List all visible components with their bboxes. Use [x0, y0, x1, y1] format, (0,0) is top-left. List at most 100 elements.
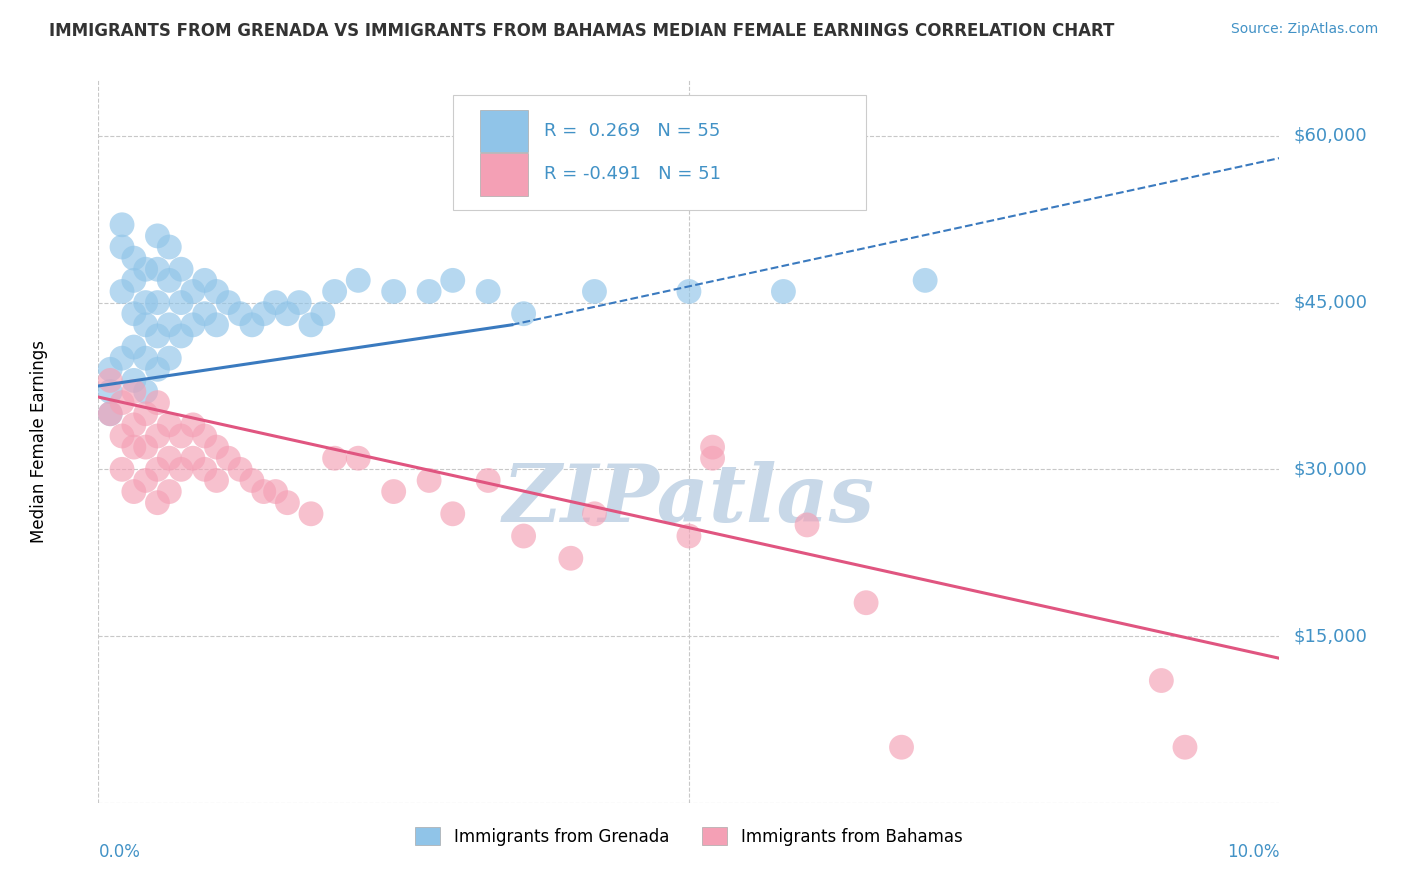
Point: [288, 295, 311, 310]
Point: [276, 496, 298, 510]
Point: [146, 462, 169, 476]
Point: [382, 484, 405, 499]
Point: [111, 462, 134, 476]
Point: [122, 384, 145, 399]
Point: [181, 417, 204, 432]
Point: [441, 507, 464, 521]
Point: [122, 440, 145, 454]
Point: [477, 474, 499, 488]
Point: [264, 484, 287, 499]
Point: [240, 318, 263, 332]
Point: [702, 440, 724, 454]
Point: [181, 318, 204, 332]
Point: [299, 318, 322, 332]
FancyBboxPatch shape: [479, 153, 529, 195]
Point: [240, 474, 263, 488]
Point: [135, 407, 157, 421]
Point: [98, 362, 121, 376]
Point: [678, 529, 700, 543]
Point: [229, 307, 252, 321]
Text: $15,000: $15,000: [1294, 627, 1368, 645]
Legend: Immigrants from Grenada, Immigrants from Bahamas: Immigrants from Grenada, Immigrants from…: [409, 821, 969, 852]
Point: [702, 451, 724, 466]
Point: [441, 273, 464, 287]
Point: [157, 318, 180, 332]
Point: [157, 351, 180, 366]
Point: [135, 474, 157, 488]
Point: [122, 417, 145, 432]
Text: 10.0%: 10.0%: [1227, 843, 1279, 861]
Point: [205, 474, 228, 488]
Point: [205, 318, 228, 332]
Point: [382, 285, 405, 299]
Point: [146, 496, 169, 510]
Point: [1150, 673, 1173, 688]
Point: [583, 285, 606, 299]
Point: [122, 251, 145, 265]
Text: $60,000: $60,000: [1294, 127, 1367, 145]
Text: ZIPatlas: ZIPatlas: [503, 460, 875, 538]
Point: [135, 318, 157, 332]
Point: [890, 740, 912, 755]
Point: [194, 273, 217, 287]
Point: [146, 362, 169, 376]
Text: IMMIGRANTS FROM GRENADA VS IMMIGRANTS FROM BAHAMAS MEDIAN FEMALE EARNINGS CORREL: IMMIGRANTS FROM GRENADA VS IMMIGRANTS FR…: [49, 22, 1115, 40]
Point: [135, 440, 157, 454]
Point: [253, 484, 276, 499]
Point: [583, 507, 606, 521]
Point: [170, 295, 193, 310]
Point: [170, 262, 193, 277]
Point: [347, 451, 370, 466]
Point: [418, 285, 440, 299]
Point: [157, 417, 180, 432]
Point: [678, 285, 700, 299]
Point: [146, 329, 169, 343]
Point: [229, 462, 252, 476]
Point: [772, 285, 794, 299]
Text: 0.0%: 0.0%: [98, 843, 141, 861]
Point: [418, 474, 440, 488]
Text: $45,000: $45,000: [1294, 293, 1368, 311]
Point: [312, 307, 335, 321]
Point: [276, 307, 298, 321]
Point: [855, 596, 877, 610]
Point: [146, 395, 169, 409]
Point: [98, 373, 121, 387]
Point: [135, 384, 157, 399]
Point: [146, 295, 169, 310]
Point: [560, 551, 582, 566]
Point: [323, 285, 346, 299]
Text: R = -0.491   N = 51: R = -0.491 N = 51: [544, 165, 721, 183]
Point: [181, 451, 204, 466]
Point: [146, 228, 169, 243]
Point: [170, 429, 193, 443]
Point: [170, 462, 193, 476]
Point: [98, 407, 121, 421]
Point: [122, 273, 145, 287]
Point: [170, 329, 193, 343]
Text: Median Female Earnings: Median Female Earnings: [31, 340, 48, 543]
Point: [135, 262, 157, 277]
Point: [194, 429, 217, 443]
Point: [347, 273, 370, 287]
Text: Source: ZipAtlas.com: Source: ZipAtlas.com: [1230, 22, 1378, 37]
Point: [796, 517, 818, 532]
FancyBboxPatch shape: [479, 110, 529, 153]
Point: [111, 429, 134, 443]
Point: [264, 295, 287, 310]
Point: [512, 529, 534, 543]
Point: [194, 462, 217, 476]
Point: [253, 307, 276, 321]
Point: [111, 351, 134, 366]
Point: [205, 440, 228, 454]
Point: [122, 484, 145, 499]
Point: [98, 384, 121, 399]
Point: [914, 273, 936, 287]
Point: [146, 262, 169, 277]
Point: [122, 307, 145, 321]
Point: [299, 507, 322, 521]
Point: [217, 451, 239, 466]
Point: [1174, 740, 1197, 755]
Point: [323, 451, 346, 466]
Point: [157, 451, 180, 466]
